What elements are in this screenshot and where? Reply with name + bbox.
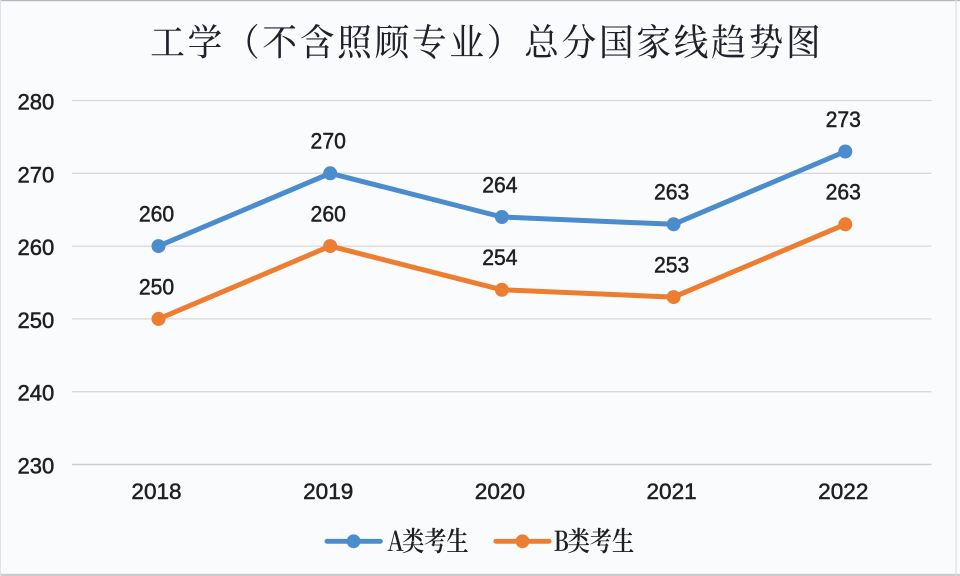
svg-text:254: 254 [482, 245, 517, 270]
svg-text:250: 250 [18, 308, 55, 333]
svg-text:263: 263 [826, 180, 861, 205]
svg-text:270: 270 [18, 162, 55, 187]
svg-text:2020: 2020 [475, 479, 525, 504]
svg-text:260: 260 [139, 202, 174, 227]
svg-text:2019: 2019 [303, 479, 353, 504]
svg-text:264: 264 [482, 172, 517, 197]
svg-text:2018: 2018 [131, 479, 181, 504]
svg-text:273: 273 [826, 107, 861, 132]
svg-text:260: 260 [18, 235, 55, 260]
svg-text:2021: 2021 [647, 479, 697, 504]
svg-text:263: 263 [654, 180, 689, 205]
svg-text:280: 280 [18, 90, 55, 115]
svg-text:230: 230 [18, 454, 55, 479]
svg-text:250: 250 [139, 274, 174, 299]
svg-text:270: 270 [311, 129, 346, 154]
svg-text:2022: 2022 [818, 479, 868, 504]
svg-text:240: 240 [18, 381, 55, 406]
svg-text:253: 253 [654, 253, 689, 278]
svg-text:260: 260 [311, 202, 346, 227]
